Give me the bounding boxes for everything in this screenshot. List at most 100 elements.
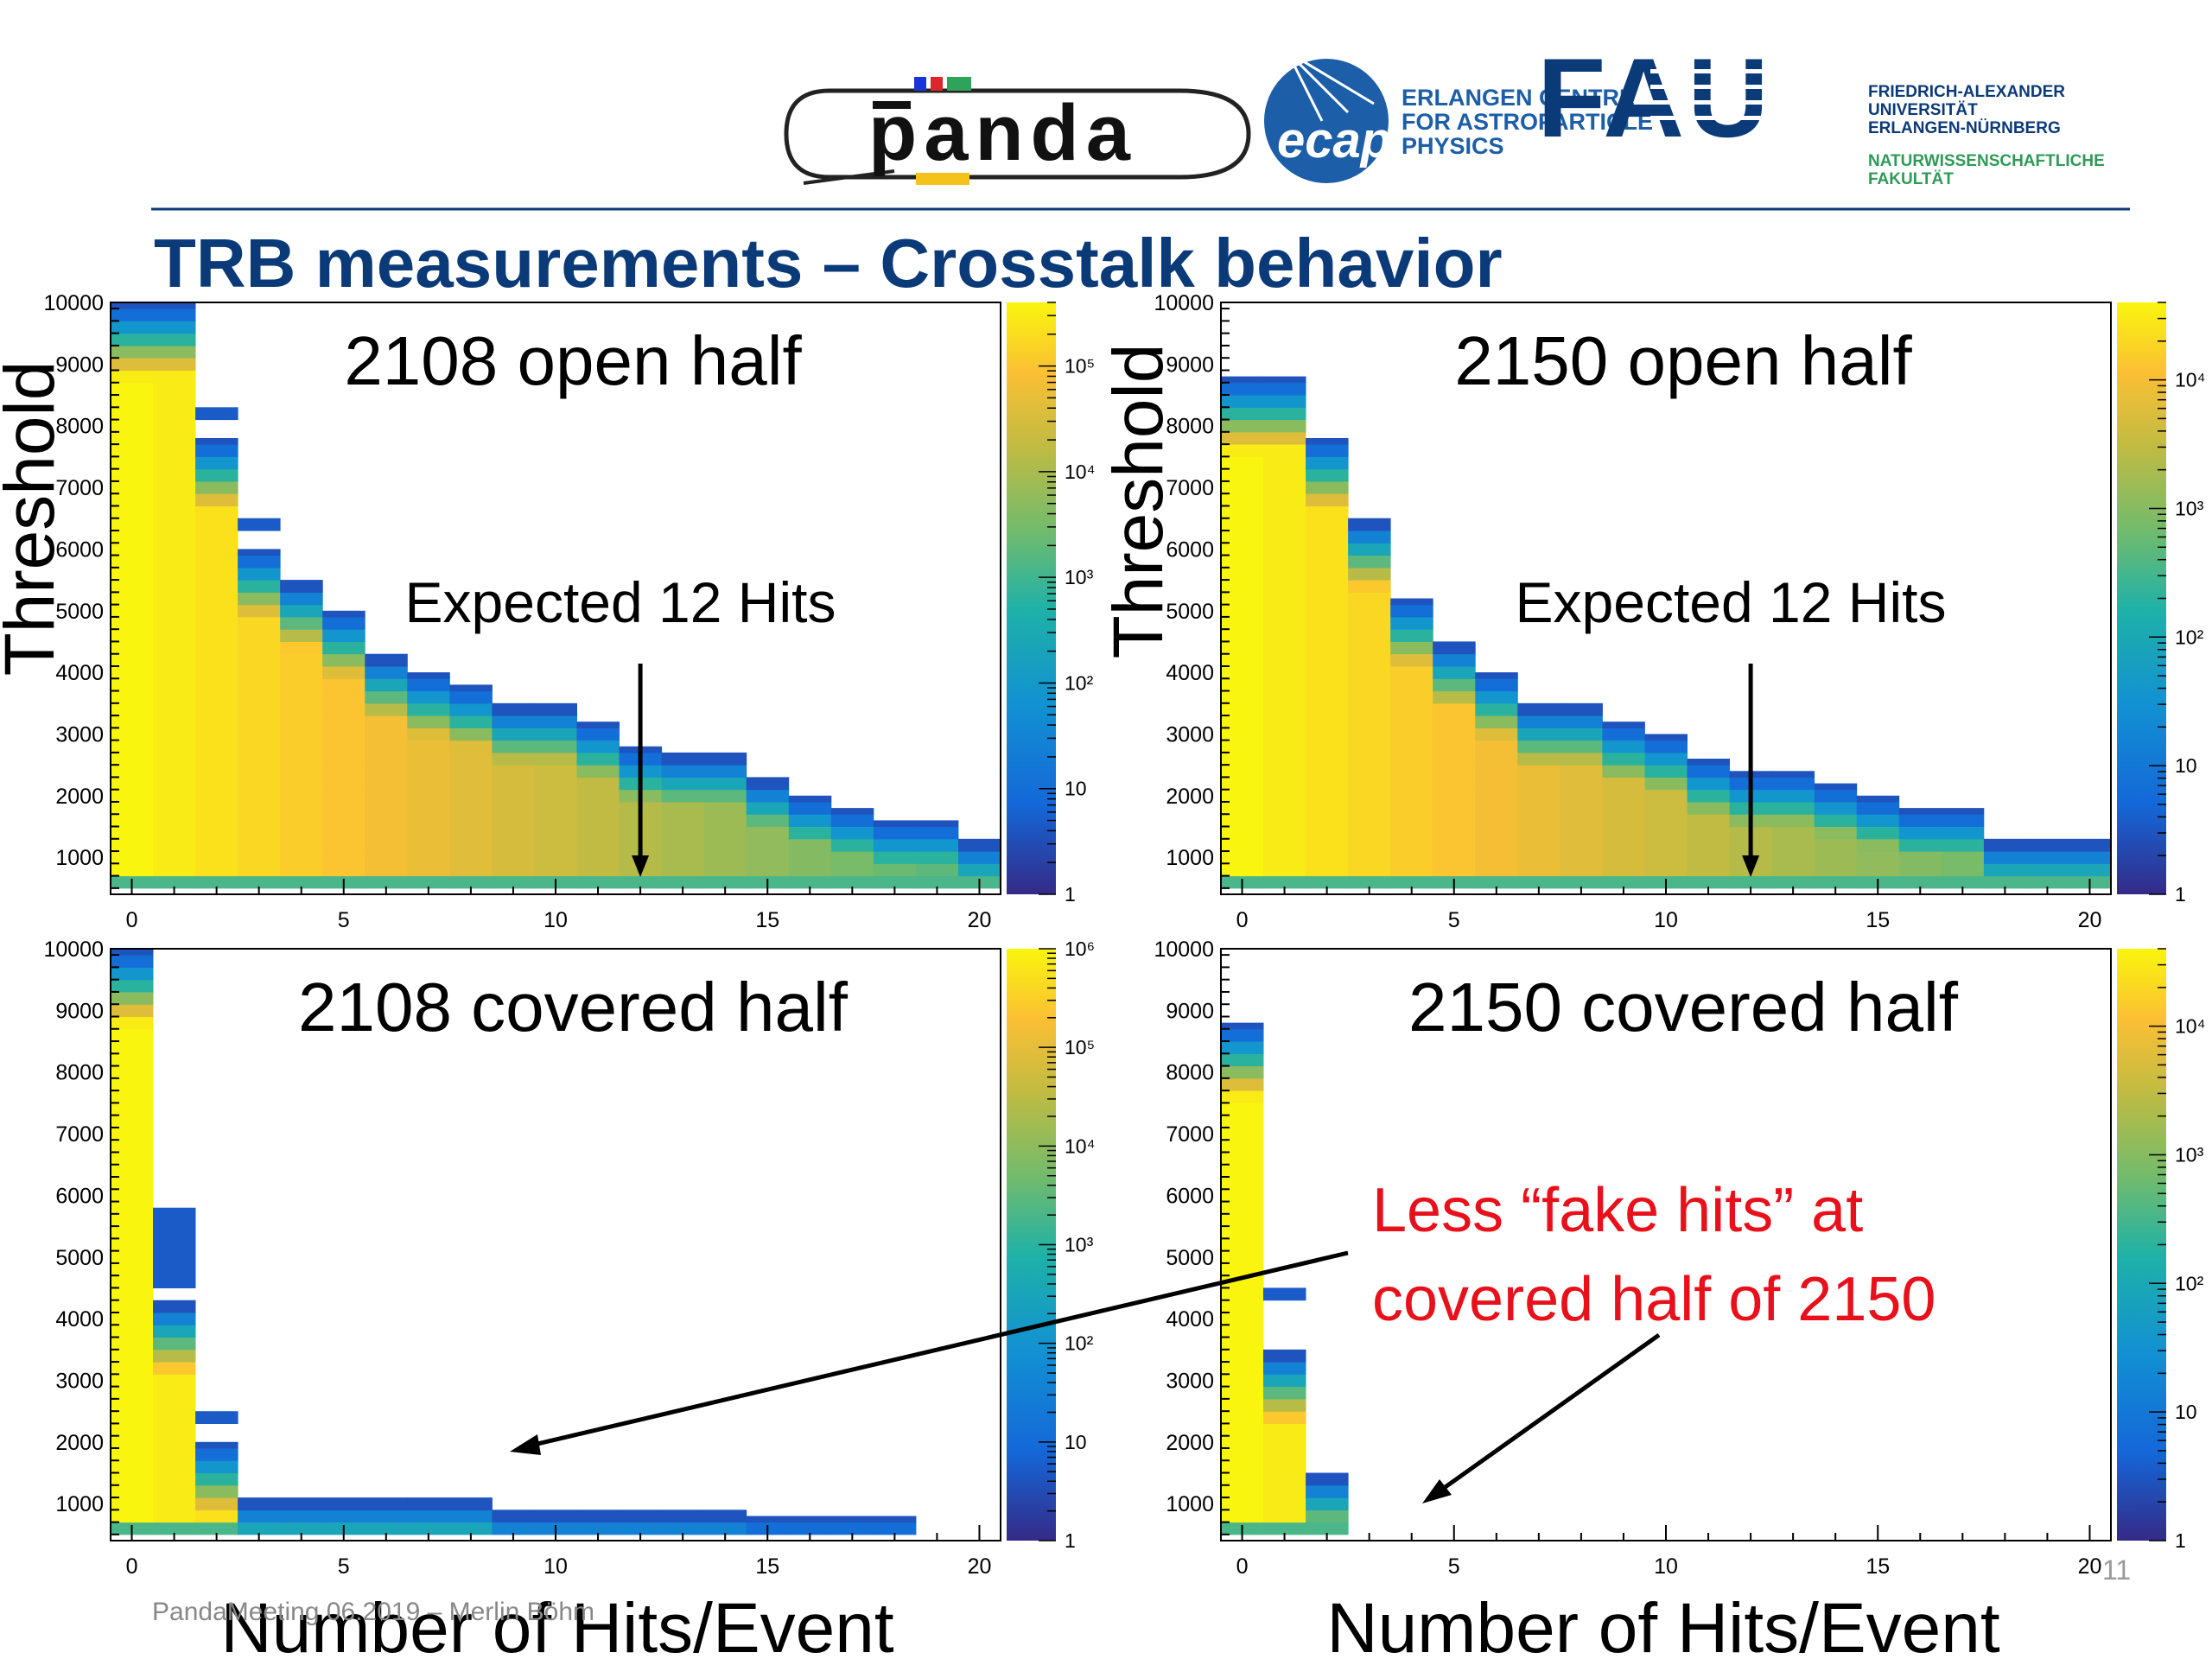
heatmap-cell: [2025, 863, 2069, 877]
heatmap-cell: [1306, 728, 1349, 741]
panda-logo: panda: [784, 77, 1251, 185]
heatmap-cell: [280, 851, 323, 864]
heatmap-cell: [153, 1386, 196, 1400]
heatmap-cell: [1602, 728, 1645, 741]
colorbar-tick-label: 10⁴: [1065, 1135, 1095, 1157]
heatmap-cell: [746, 814, 790, 827]
heatmap-cell: [576, 765, 620, 778]
heatmap-cell: [195, 740, 238, 753]
heatmap-cell: [322, 666, 365, 679]
heatmap-cell: [873, 1522, 917, 1535]
heatmap-cell: [449, 690, 493, 704]
heatmap-cell: [1644, 789, 1688, 803]
heatmap-cell: [195, 604, 238, 618]
heatmap-cell: [1221, 629, 1264, 642]
heatmap-cell: [111, 1386, 154, 1400]
heatmap-cell: [1221, 678, 1264, 692]
heatmap-cell: [1221, 728, 1264, 741]
heatmap-cell: [873, 851, 917, 864]
heatmap-cell: [576, 740, 620, 753]
heatmap-cell: [280, 715, 323, 728]
heatmap-cell: [830, 1522, 874, 1535]
heatmap-cell: [365, 690, 408, 704]
heatmap-cell: [1475, 826, 1518, 840]
heatmap-cell: [1644, 765, 1688, 778]
heatmap-cell: [365, 740, 408, 753]
heatmap-cell: [1687, 838, 1730, 852]
heatmap-cell: [153, 629, 196, 642]
heatmap-cell: [407, 826, 450, 840]
heatmap-cell: [1306, 1522, 1349, 1535]
heatmap-cell: [1983, 838, 2027, 852]
y-tick-label: 8000: [55, 1061, 104, 1085]
heatmap-cell: [365, 702, 408, 716]
heatmap-cell: [111, 1152, 154, 1166]
heatmap-cell: [238, 518, 281, 531]
heatmap-cell: [492, 1522, 535, 1535]
heatmap-cell: [661, 851, 705, 864]
heatmap-cell: [661, 826, 705, 840]
heatmap-cell: [1263, 376, 1306, 384]
heatmap-cell: [1263, 641, 1306, 655]
heatmap-cell: [915, 863, 959, 877]
heatmap-cell: [365, 777, 408, 791]
colorbar-tick-label: 10⁴: [1065, 461, 1095, 483]
heatmap-cell: [195, 752, 238, 766]
colorbar-tick-label: 10³: [1065, 1234, 1094, 1256]
heatmap-cell: [1221, 604, 1264, 618]
heatmap-cell: [195, 851, 238, 864]
heatmap-cell: [322, 1497, 365, 1510]
heatmap-cell: [1983, 851, 2027, 864]
heatmap-cell: [407, 1510, 450, 1523]
heatmap-cell: [280, 678, 323, 692]
heatmap-cell: [534, 1510, 577, 1523]
heatmap-cell: [492, 875, 535, 889]
heatmap-cell: [1771, 863, 1815, 877]
heatmap-cell: [1348, 814, 1391, 827]
heatmap-cell: [1221, 1411, 1264, 1424]
heatmap-cell: [1263, 740, 1306, 753]
heatmap-cell: [238, 814, 281, 827]
heatmap-cell: [1221, 1090, 1264, 1103]
heatmap-cell: [195, 1510, 238, 1523]
heatmap-cell: [111, 321, 154, 334]
heatmap-cell: [1941, 875, 1985, 889]
heatmap-cell: [873, 1516, 917, 1523]
x-tick-label: 10: [543, 908, 568, 932]
heatmap-cell: [365, 838, 408, 852]
heatmap-cell: [1983, 863, 2027, 877]
heatmap-cell: [1263, 1435, 1306, 1449]
y-tick-label: 6000: [1166, 537, 1214, 562]
heatmap-cell: [1306, 814, 1349, 827]
heatmap-cell: [746, 789, 790, 803]
heatmap-cell: [365, 728, 408, 741]
heatmap-cell: [1475, 678, 1518, 692]
heatmap-cell: [1687, 863, 1730, 877]
x-tick-label: 15: [1866, 908, 1890, 932]
colorbar-tick-label: 1: [2175, 883, 2186, 906]
heatmap-cell: [1475, 752, 1518, 766]
heatmap-cell: [238, 641, 281, 655]
heatmap-cell: [449, 1510, 493, 1523]
heatmap-cell: [1263, 690, 1306, 704]
heatmap-cell: [534, 740, 577, 753]
heatmap-cell: [1221, 1325, 1264, 1338]
heatmap-cell: [1221, 376, 1264, 384]
fau-line-1: FRIEDRICH-ALEXANDER: [1868, 83, 2065, 101]
heatmap-cell: [1517, 863, 1560, 877]
heatmap-cell: [661, 765, 705, 778]
heatmap-cell: [1263, 826, 1306, 840]
heatmap-cell: [1263, 838, 1306, 852]
heatmap-cell: [153, 604, 196, 618]
heatmap-cell: [703, 789, 747, 803]
y-tick-label: 8000: [1166, 1061, 1214, 1085]
heatmap-cell: [195, 555, 238, 569]
heatmap-cell: [492, 752, 535, 766]
heatmap-cell: [534, 765, 577, 778]
heatmap-cell: [195, 715, 238, 728]
x-tick-label: 15: [755, 1554, 779, 1579]
colorbar-tick-label: 1: [1065, 883, 1076, 906]
heatmap-cell: [1560, 702, 1603, 716]
heatmap-cell: [1306, 863, 1349, 877]
x-tick-label: 5: [1448, 908, 1460, 932]
